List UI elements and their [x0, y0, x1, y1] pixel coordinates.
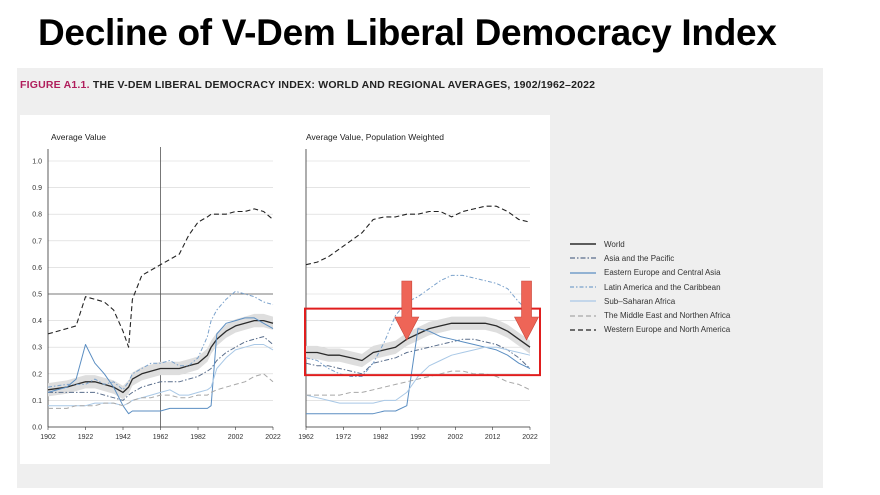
x-tick-label: 1902: [40, 434, 56, 441]
legend-item-world: World: [570, 237, 730, 251]
figure-caption: FIGURE A1.1. THE V-DEM LIBERAL DEMOCRACY…: [20, 79, 595, 91]
legend-label: Asia and the Pacific: [604, 253, 675, 263]
chart-panel-population-weighted: Average Value, Population Weighted 1962 1…: [298, 132, 538, 441]
legend-label: Sub–Saharan Africa: [604, 296, 676, 306]
legend-item-asia-pacific: Asia and the Pacific: [570, 251, 730, 265]
series-line-world: [306, 322, 531, 362]
y-tick-label: 0.3: [32, 345, 42, 352]
y-tick-label: 0.0: [32, 425, 42, 432]
down-arrow: [514, 280, 540, 341]
legend-swatch: [570, 272, 596, 274]
y-tick-label: 1.0: [32, 159, 42, 166]
chart-card: [20, 115, 550, 464]
chart-annotations: [304, 280, 541, 377]
x-tick-label: 1922: [78, 434, 94, 441]
x-tick-label: 2022: [265, 434, 281, 441]
series-line-latin-america: [47, 290, 274, 391]
legend-swatch: [570, 243, 596, 245]
figure-caption-text: THE V-DEM LIBERAL DEMOCRACY INDEX: WORLD…: [92, 79, 596, 91]
legend-swatch: [570, 300, 596, 302]
x-tick-label: 1992: [410, 434, 426, 441]
down-arrow: [394, 280, 420, 341]
legend-item-sub-saharan: Sub–Saharan Africa: [570, 294, 730, 308]
legend-label: Eastern Europe and Central Asia: [604, 268, 721, 278]
chart-legend: World Asia and the Pacific Eastern Europe …: [570, 237, 730, 337]
y-tick-label: 0.2: [32, 371, 42, 378]
y-tick-label: 0.6: [32, 265, 42, 272]
highlight-box: [304, 307, 541, 377]
x-tick-label: 1962: [298, 434, 314, 441]
legend-item-western-europe: Western Europe and North America: [570, 323, 730, 337]
y-tick-label: 0.4: [32, 318, 42, 325]
x-tick-label: 1982: [190, 434, 206, 441]
legend-swatch: [570, 286, 596, 288]
figure-label: FIGURE A1.1.: [20, 79, 90, 91]
y-tick-label: 0.9: [32, 185, 42, 192]
series-line-western-europe: [305, 205, 531, 266]
series-line-middle-east: [306, 370, 531, 396]
y-tick-label: 0.1: [32, 398, 42, 405]
y-tick-label: 0.5: [32, 292, 42, 299]
series-line-asia-pacific: [305, 338, 531, 375]
x-tick-label: 2022: [522, 434, 538, 441]
legend-label: The Middle East and Northen Africa: [604, 311, 731, 321]
x-tick-label: 2002: [448, 434, 464, 441]
series-line-western-europe: [47, 208, 274, 348]
legend-item-eastern-europe: Eastern Europe and Central Asia: [570, 266, 730, 280]
legend-swatch: [570, 329, 596, 331]
legend-label: World: [604, 239, 625, 249]
world-confidence-band: [306, 316, 530, 368]
legend-label: Western Europe and North America: [604, 325, 731, 335]
series-line-sub-saharan: [48, 344, 274, 407]
y-tick-label: 0.8: [32, 212, 42, 219]
x-tick-label: 1972: [336, 434, 352, 441]
legend-swatch: [570, 315, 596, 317]
series-line-asia-pacific: [48, 336, 274, 401]
x-tick-label: 1962: [153, 434, 169, 441]
series-line-middle-east: [48, 373, 274, 409]
legend-item-latin-america: Latin America and the Caribbean: [570, 280, 730, 294]
x-tick-label: 1942: [115, 434, 131, 441]
legend-label: Latin America and the Caribbean: [604, 282, 721, 292]
series-line-world: [47, 319, 274, 394]
legend-item-middle-east: The Middle East and Northen Africa: [570, 308, 730, 322]
x-tick-label: 1982: [373, 434, 389, 441]
series-line-sub-saharan: [305, 346, 531, 404]
slide-title: Decline of V-Dem Liberal Democracy Index: [38, 12, 777, 53]
chart-title-right: Average Value, Population Weighted: [306, 132, 444, 142]
series-line-eastern-europe: [306, 328, 531, 415]
chart-panel-average-value: Average Value 0.0 0.1 0.2 0.3 0.4 0.5 0.6 0.7 0.…: [32, 132, 281, 441]
legend-swatch: [570, 257, 596, 260]
x-tick-label: 2002: [228, 434, 244, 441]
series-line-eastern-europe: [47, 317, 274, 415]
chart-title-left: Average Value: [51, 132, 106, 142]
y-tick-label: 0.7: [32, 238, 42, 245]
x-tick-label: 2012: [485, 434, 501, 441]
